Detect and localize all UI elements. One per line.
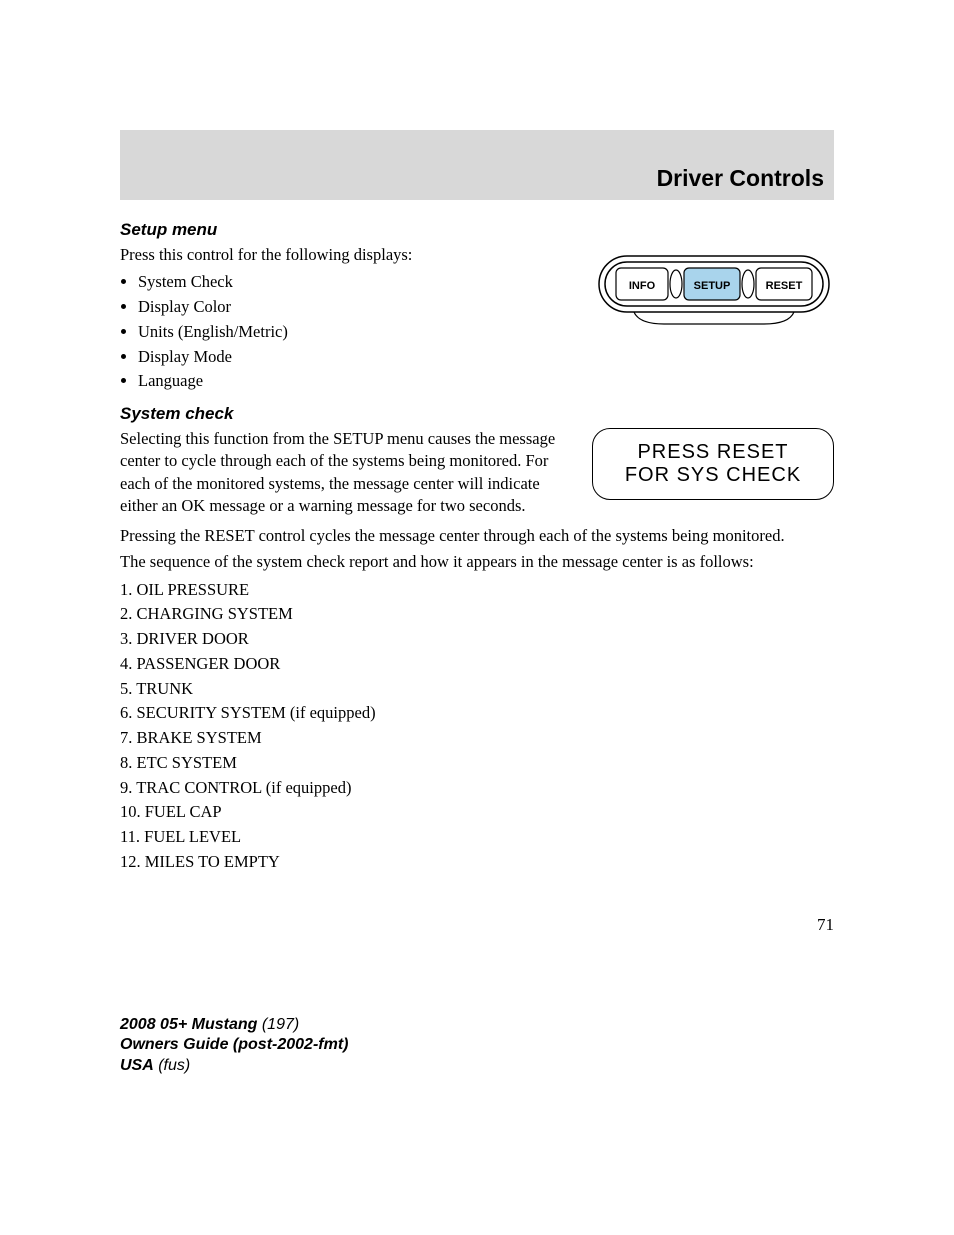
list-item: 1. OIL PRESSURE [120, 578, 834, 603]
display-line2: FOR SYS CHECK [625, 464, 801, 487]
system-check-heading: System check [120, 404, 834, 424]
list-item: 12. MILES TO EMPTY [120, 850, 834, 875]
control-buttons-svg: INFO SETUP RESET [594, 244, 834, 334]
system-check-para3: The sequence of the system check report … [120, 551, 834, 573]
list-item: 10. FUEL CAP [120, 800, 834, 825]
info-button-label: INFO [629, 280, 656, 292]
list-item: 11. FUEL LEVEL [120, 825, 834, 850]
list-item: Language [138, 369, 834, 394]
list-item: 2. CHARGING SYSTEM [120, 602, 834, 627]
list-item: 9. TRAC CONTROL (if equipped) [120, 776, 834, 801]
setup-button-label: SETUP [694, 280, 731, 292]
system-check-para2: Pressing the RESET control cycles the me… [120, 525, 834, 547]
list-item: 8. ETC SYSTEM [120, 751, 834, 776]
display-line1: PRESS RESET [637, 441, 788, 464]
system-check-sequence: 1. OIL PRESSURE 2. CHARGING SYSTEM 3. DR… [120, 578, 834, 875]
display-panel-figure: PRESS RESET FOR SYS CHECK [592, 428, 834, 500]
list-item: Display Mode [138, 345, 834, 370]
list-item: 4. PASSENGER DOOR [120, 652, 834, 677]
reset-button-label: RESET [766, 280, 803, 292]
footer: 2008 05+ Mustang (197) Owners Guide (pos… [120, 1015, 834, 1077]
page-number: 71 [120, 915, 834, 935]
control-panel-figure: INFO SETUP RESET [594, 244, 834, 339]
page-container: Driver Controls Setup menu INFO SETUP RE… [0, 0, 954, 1157]
list-item: 5. TRUNK [120, 677, 834, 702]
footer-line1: 2008 05+ Mustang (197) [120, 1015, 834, 1036]
list-item: 6. SECURITY SYSTEM (if equipped) [120, 701, 834, 726]
section-header-title: Driver Controls [657, 165, 824, 192]
footer-line2: Owners Guide (post-2002-fmt) [120, 1035, 834, 1056]
footer-line3: USA (fus) [120, 1056, 834, 1077]
list-item: 7. BRAKE SYSTEM [120, 726, 834, 751]
header-bar: Driver Controls [120, 130, 834, 200]
list-item: 3. DRIVER DOOR [120, 627, 834, 652]
setup-menu-heading: Setup menu [120, 220, 834, 240]
